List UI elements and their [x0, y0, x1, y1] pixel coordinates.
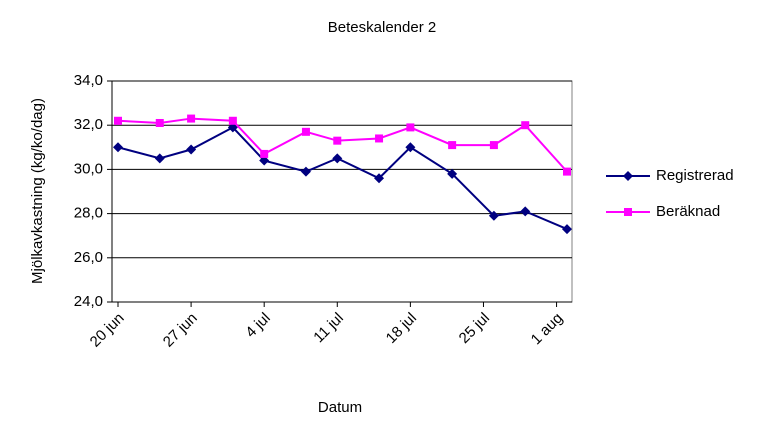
y-axis-label: Mjölkavkastning (kg/ko/dag): [29, 98, 46, 284]
x-tick-label: 20 jun: [87, 310, 128, 351]
data-point: [114, 116, 122, 125]
data-point: [259, 155, 270, 166]
x-tick-label: 11 jul: [310, 310, 347, 347]
data-point: [375, 134, 384, 143]
data-point: [301, 127, 310, 136]
data-point: [154, 153, 165, 164]
y-tick-label: 32,0: [74, 116, 103, 133]
y-tick-label: 28,0: [74, 205, 103, 222]
data-point: [227, 122, 238, 133]
legend-marker: [623, 171, 633, 181]
data-point: [260, 149, 269, 158]
data-point: [405, 142, 416, 153]
data-point: [562, 224, 572, 235]
y-tick-label: 34,0: [74, 72, 103, 89]
legend-label: Beräknad: [656, 203, 720, 220]
data-point: [300, 166, 311, 177]
data-point: [448, 141, 457, 150]
chart-title: Beteskalender 2: [328, 19, 436, 36]
data-point: [488, 210, 499, 221]
x-tick-label: 27 jun: [160, 310, 201, 351]
y-tick-label: 30,0: [74, 160, 103, 177]
data-point: [332, 153, 343, 164]
legend-label: Registrerad: [656, 167, 734, 184]
data-point: [520, 206, 531, 217]
data-point: [333, 136, 342, 145]
data-point: [563, 167, 571, 176]
y-tick-label: 24,0: [74, 293, 103, 310]
data-point: [489, 141, 498, 150]
data-point: [113, 142, 123, 153]
x-tick-label: 1 aug: [528, 310, 567, 349]
data-point: [155, 118, 164, 127]
plot-area: [111, 80, 573, 303]
x-tick-label: 4 jul: [242, 310, 273, 341]
y-tick-label: 26,0: [74, 249, 103, 266]
data-point: [374, 173, 385, 184]
x-axis-label: Datum: [318, 399, 362, 416]
data-point: [447, 168, 458, 179]
data-point: [228, 116, 237, 125]
legend-marker: [624, 208, 632, 216]
data-point: [187, 114, 196, 123]
x-tick-label: 18 jul: [383, 310, 420, 347]
data-point: [521, 121, 530, 130]
data-point: [186, 144, 197, 155]
x-tick-label: 25 jul: [456, 310, 493, 347]
data-point: [406, 123, 415, 132]
